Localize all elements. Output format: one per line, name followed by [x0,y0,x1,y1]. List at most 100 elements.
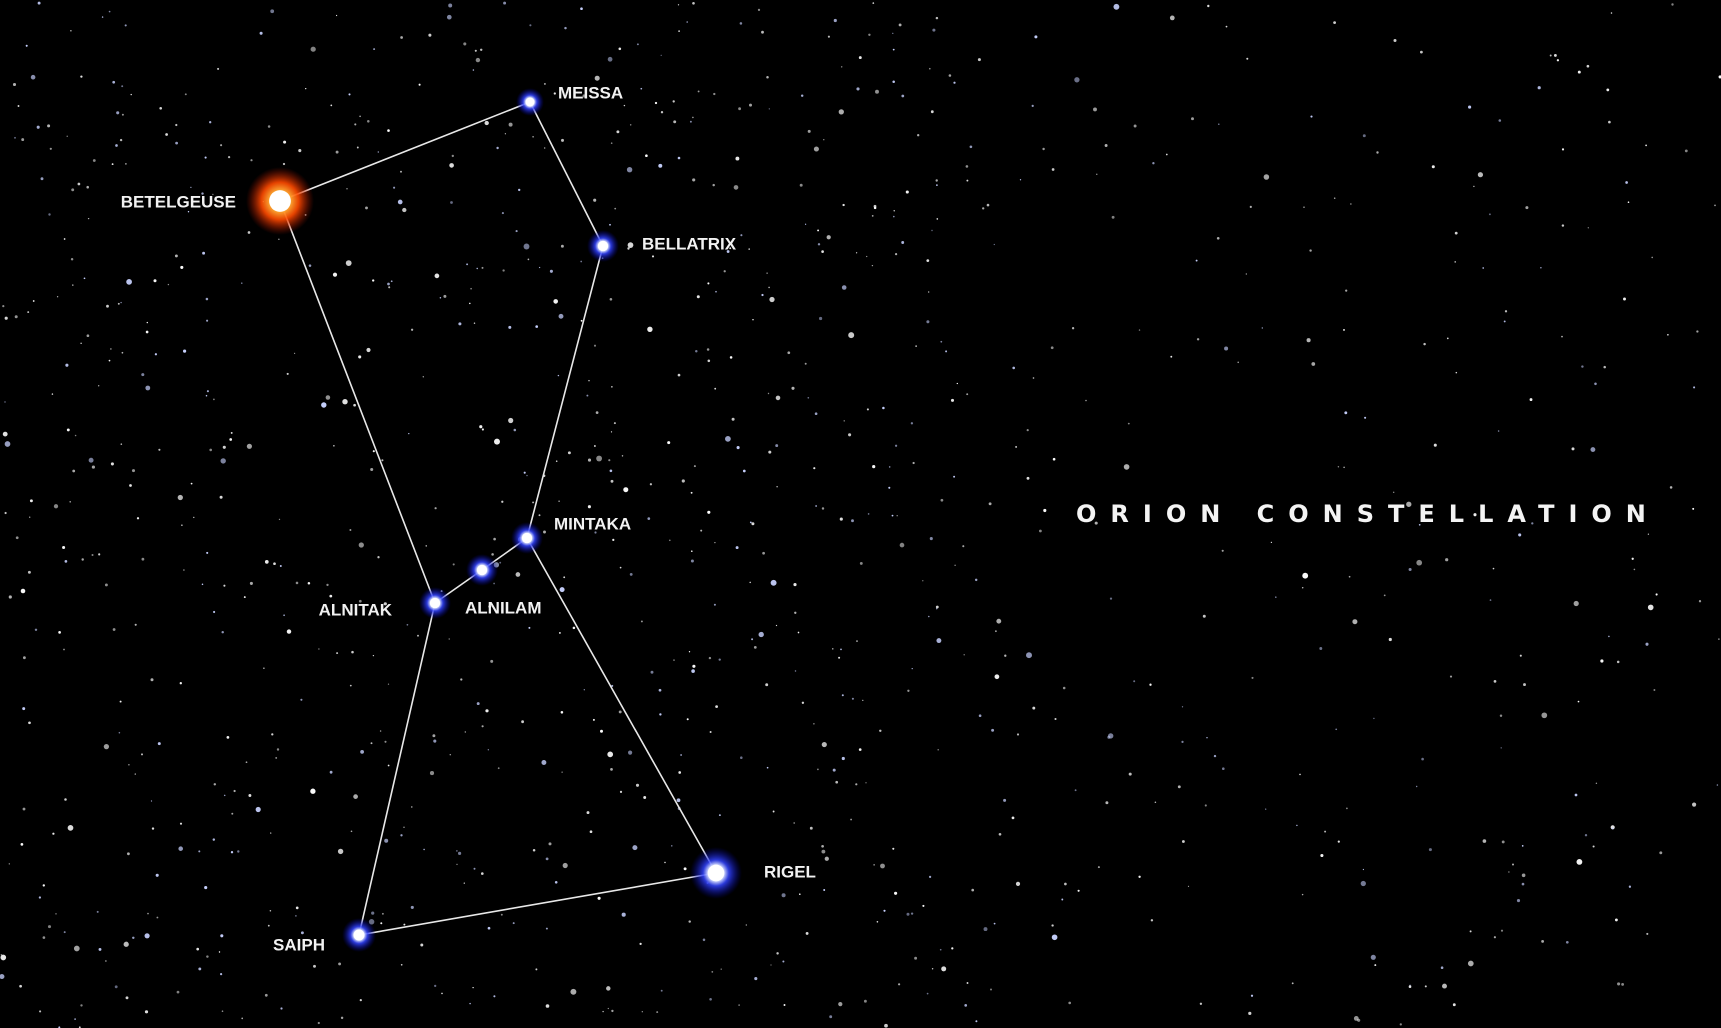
background-star [397,199,403,205]
background-star [692,1,695,5]
background-star [433,739,437,743]
background-star [910,912,914,915]
background-star [736,446,740,450]
background-star [1335,728,1338,731]
background-star [996,618,1002,624]
background-star [1150,919,1154,922]
background-star [342,399,348,405]
background-star [686,718,689,721]
background-star [922,904,925,907]
background-star [353,403,356,407]
background-star [310,788,316,794]
background-star [504,133,507,135]
background-star [692,116,694,119]
background-star [98,385,100,387]
background-star [403,826,405,828]
background-star [893,210,895,212]
background-star [293,352,296,355]
background-star [709,998,712,1001]
background-star [775,444,779,448]
background-star [205,297,209,301]
background-star [776,486,778,488]
background-star [105,960,107,962]
background-star [1109,597,1113,600]
background-star [677,373,681,377]
star-label: ALNITAK [319,600,393,619]
background-star [775,395,781,401]
background-star [838,109,844,115]
background-star [96,910,99,913]
background-star [935,16,939,20]
background-star [64,560,68,563]
background-star [1352,619,1358,625]
background-star [1133,124,1137,128]
background-star [125,996,129,1000]
background-star [1165,153,1168,156]
background-star [1149,683,1152,686]
background-star [610,768,613,771]
background-star [1364,416,1367,419]
background-star [387,683,390,685]
background-star [1093,107,1097,112]
background-star [150,800,153,802]
background-star [922,580,924,582]
background-star [715,290,717,293]
background-star [1594,382,1597,386]
background-star [678,30,680,32]
background-star [892,32,894,34]
background-star [499,561,502,564]
background-star [134,623,137,626]
background-star [713,603,716,606]
background-star [676,798,681,803]
background-star [1433,443,1437,447]
background-star [1537,86,1541,90]
background-star [752,318,754,321]
background-star [894,252,898,256]
background-star [867,513,870,515]
background-star [80,342,82,344]
background-star [490,659,494,663]
background-star [420,943,424,947]
background-star [1420,50,1423,54]
background-star [739,22,743,25]
background-star [473,322,476,324]
background-star [718,814,721,817]
constellation-line [358,872,717,936]
background-star [25,44,28,47]
background-star [1051,934,1058,941]
background-star [14,136,16,139]
background-star [29,499,33,503]
background-star [866,408,869,411]
background-star [862,699,864,702]
background-star [954,564,956,566]
background-star [998,832,1002,836]
background-star [1493,680,1497,683]
background-star [481,725,484,728]
background-star [63,648,65,651]
background-star [1696,330,1699,333]
background-star [1606,88,1610,92]
background-star [894,444,898,447]
background-star [456,850,458,852]
background-star [280,1007,283,1010]
background-star [1473,513,1477,517]
background-star [654,101,658,105]
background-star [683,867,687,871]
background-star [731,417,735,421]
background-star [187,211,190,213]
background-star [1187,885,1190,888]
background-star [329,594,333,598]
background-star [202,251,206,255]
background-star [766,272,768,274]
background-star [521,720,524,724]
background-star [1421,757,1424,761]
background-star [1054,717,1057,721]
background-star [1296,824,1298,827]
background-star [897,983,901,986]
background-star [871,264,874,267]
background-star [1603,365,1606,369]
background-star [749,521,752,524]
background-star [167,283,170,286]
background-star [1468,105,1472,109]
